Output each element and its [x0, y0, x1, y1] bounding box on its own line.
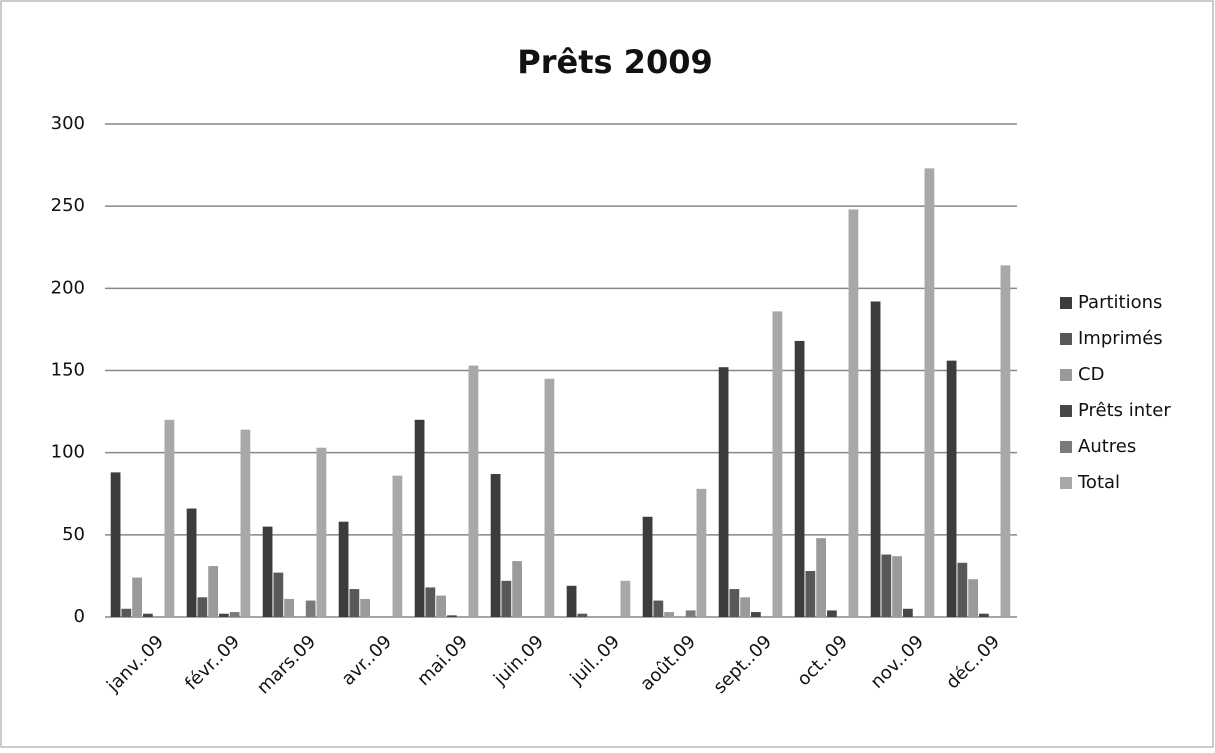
- chart-title: Prêts 2009: [517, 43, 712, 81]
- bar: [664, 612, 674, 617]
- bar: [121, 608, 132, 617]
- bar: [544, 378, 555, 617]
- legend-label: Partitions: [1078, 292, 1162, 313]
- y-tick-label: 200: [51, 277, 85, 298]
- bar: [240, 429, 251, 617]
- legend-swatch: [1060, 333, 1072, 345]
- bar: [848, 209, 859, 617]
- y-tick-label: 150: [51, 360, 85, 381]
- legend-swatch: [1060, 477, 1072, 489]
- bar: [132, 577, 142, 617]
- bar: [273, 572, 284, 617]
- bar: [490, 474, 501, 617]
- bar: [805, 570, 816, 617]
- bar: [425, 587, 436, 617]
- bar: [816, 538, 826, 617]
- bar: [468, 365, 479, 617]
- bar: [164, 419, 175, 617]
- bar: [284, 598, 294, 617]
- bar: [143, 613, 153, 617]
- legend-label: Autres: [1078, 436, 1136, 457]
- bar: [1000, 265, 1011, 617]
- legend-label: Imprimés: [1078, 328, 1163, 349]
- y-tick-label: 0: [74, 606, 85, 627]
- y-tick-label: 300: [51, 113, 85, 134]
- legend-swatch: [1060, 369, 1072, 381]
- bar: [924, 168, 935, 617]
- y-tick-label: 100: [51, 442, 85, 463]
- bar: [979, 613, 989, 617]
- bar: [186, 508, 197, 617]
- bar: [436, 595, 446, 617]
- bar: [197, 597, 208, 617]
- bar: [740, 597, 750, 617]
- bar: [718, 367, 729, 617]
- bar: [903, 608, 913, 617]
- bar: [642, 516, 653, 617]
- bar: [794, 340, 805, 617]
- bar: [229, 612, 240, 617]
- legend-swatch: [1060, 297, 1072, 309]
- bar: [577, 613, 588, 617]
- bar: [827, 610, 837, 617]
- legend-swatch: [1060, 441, 1072, 453]
- bar: [392, 475, 403, 617]
- bar: [729, 589, 740, 617]
- bar: [566, 585, 577, 617]
- bar: [360, 598, 370, 617]
- bar: [696, 488, 707, 617]
- bar: [512, 561, 522, 617]
- bar: [305, 600, 316, 617]
- bar: [316, 447, 327, 617]
- bar: [501, 580, 512, 617]
- bar: [620, 580, 631, 617]
- bar: [219, 613, 229, 617]
- legend-swatch: [1060, 405, 1072, 417]
- y-tick-label: 250: [51, 195, 85, 216]
- bar: [870, 301, 881, 617]
- bar: [349, 589, 360, 617]
- bar: [208, 566, 218, 617]
- bar: [946, 360, 957, 617]
- bar: [881, 554, 892, 617]
- legend-label: Total: [1077, 472, 1120, 493]
- bar: [772, 311, 783, 617]
- bar: [447, 615, 457, 617]
- bar: [751, 612, 761, 617]
- bar: [685, 610, 696, 617]
- y-tick-label: 50: [62, 524, 85, 545]
- bar: [957, 562, 968, 617]
- legend-label: CD: [1078, 364, 1104, 385]
- bar: [968, 579, 978, 617]
- legend-label: Prêts inter: [1078, 400, 1171, 421]
- bar: [110, 472, 121, 617]
- bar: [653, 600, 664, 617]
- bar: [262, 526, 273, 617]
- bar: [338, 521, 349, 617]
- bar: [414, 419, 425, 617]
- bar: [892, 556, 902, 617]
